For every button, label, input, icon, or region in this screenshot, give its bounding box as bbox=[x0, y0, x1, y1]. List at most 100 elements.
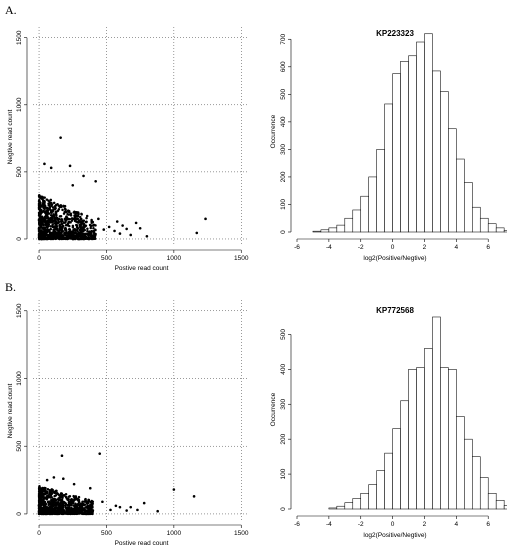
data-point bbox=[43, 489, 47, 492]
histogram-bar bbox=[344, 502, 354, 510]
data-point bbox=[64, 221, 67, 224]
data-point bbox=[57, 497, 60, 500]
data-point bbox=[39, 234, 42, 237]
data-point bbox=[62, 477, 65, 481]
data-point bbox=[42, 220, 46, 223]
x-tick-label: 500 bbox=[101, 530, 112, 537]
data-point bbox=[80, 236, 83, 240]
data-point bbox=[44, 231, 47, 235]
data-point bbox=[67, 209, 71, 213]
data-point bbox=[89, 224, 93, 228]
data-point bbox=[44, 223, 47, 227]
histogram-bar bbox=[456, 158, 465, 233]
data-point bbox=[75, 220, 78, 223]
x-tick-label: -2 bbox=[358, 521, 364, 528]
data-point bbox=[63, 512, 67, 515]
data-point bbox=[73, 215, 76, 219]
data-point bbox=[145, 234, 149, 238]
data-point bbox=[86, 227, 89, 231]
data-point bbox=[93, 234, 97, 237]
data-point bbox=[53, 494, 56, 498]
data-point bbox=[40, 210, 43, 213]
x-tick-label: 0 bbox=[37, 530, 41, 537]
histogram-bar bbox=[503, 230, 507, 233]
data-point bbox=[47, 512, 50, 515]
data-point bbox=[59, 499, 63, 502]
data-point bbox=[59, 492, 63, 495]
data-point bbox=[49, 166, 53, 170]
data-point bbox=[43, 234, 46, 237]
data-point bbox=[70, 219, 74, 222]
data-point bbox=[58, 224, 62, 227]
data-point bbox=[38, 508, 42, 511]
data-point bbox=[85, 216, 88, 220]
data-point bbox=[59, 136, 62, 139]
y-tick-label: 600 bbox=[280, 61, 287, 72]
data-point bbox=[47, 503, 50, 507]
data-point bbox=[59, 237, 63, 240]
data-point bbox=[55, 213, 58, 217]
data-point bbox=[55, 225, 58, 229]
x-axis-title: log2(Positive/Negtive) bbox=[363, 255, 426, 262]
data-point bbox=[76, 227, 79, 231]
y-tick-label: 200 bbox=[280, 433, 287, 444]
data-point bbox=[60, 505, 64, 508]
x-tick-label: 1500 bbox=[234, 255, 249, 262]
data-point bbox=[84, 220, 88, 224]
data-point bbox=[89, 226, 92, 230]
data-point bbox=[46, 228, 49, 231]
data-point bbox=[53, 230, 57, 233]
data-point bbox=[38, 505, 41, 509]
histogram-bar bbox=[495, 227, 505, 233]
data-point bbox=[55, 221, 59, 224]
histogram-bar bbox=[487, 493, 497, 510]
data-point bbox=[54, 211, 58, 215]
data-point bbox=[73, 228, 76, 231]
histogram-bar bbox=[464, 438, 473, 510]
data-point bbox=[48, 200, 52, 204]
data-point bbox=[52, 201, 56, 205]
data-point bbox=[72, 233, 75, 237]
data-point bbox=[76, 217, 80, 220]
data-point bbox=[125, 227, 128, 231]
data-point bbox=[58, 227, 62, 231]
data-point bbox=[37, 490, 41, 493]
data-point bbox=[73, 218, 77, 221]
data-point bbox=[46, 214, 49, 218]
scatter-plot-a: 0 500 1000 1500 0 500 1000 1500 Postive read cou… bbox=[7, 27, 249, 272]
data-point bbox=[47, 203, 51, 207]
data-point bbox=[55, 217, 58, 221]
data-point bbox=[63, 227, 67, 230]
data-point bbox=[53, 226, 56, 229]
histogram-bar bbox=[368, 484, 377, 510]
data-point bbox=[37, 495, 41, 498]
data-point bbox=[38, 206, 42, 210]
data-point bbox=[48, 231, 52, 234]
x-tick-label: 2 bbox=[423, 244, 427, 251]
data-point bbox=[40, 490, 43, 494]
data-point bbox=[66, 507, 69, 510]
data-point bbox=[68, 224, 71, 228]
histogram-bar bbox=[376, 470, 385, 510]
data-point bbox=[53, 233, 56, 237]
data-point bbox=[84, 500, 87, 503]
data-point bbox=[90, 218, 93, 222]
data-point bbox=[38, 215, 42, 219]
x-tick-label: -6 bbox=[294, 521, 300, 528]
histogram-bar bbox=[408, 55, 417, 233]
data-point bbox=[82, 512, 86, 515]
data-point bbox=[67, 500, 71, 503]
data-point bbox=[80, 212, 83, 216]
y-tick-label: 300 bbox=[280, 144, 287, 155]
data-point bbox=[52, 476, 56, 479]
data-point bbox=[48, 235, 52, 238]
data-point bbox=[55, 489, 58, 493]
data-point bbox=[58, 509, 62, 513]
data-point bbox=[42, 237, 45, 241]
data-point bbox=[52, 208, 55, 212]
histogram-bar bbox=[392, 428, 401, 510]
y-axis-title: Negtive read count bbox=[7, 384, 14, 439]
scatter-plot-b: 0 500 1000 1500 0 500 1000 1500 Postive read cou… bbox=[7, 300, 249, 547]
data-point bbox=[43, 506, 46, 509]
data-point bbox=[58, 494, 61, 497]
